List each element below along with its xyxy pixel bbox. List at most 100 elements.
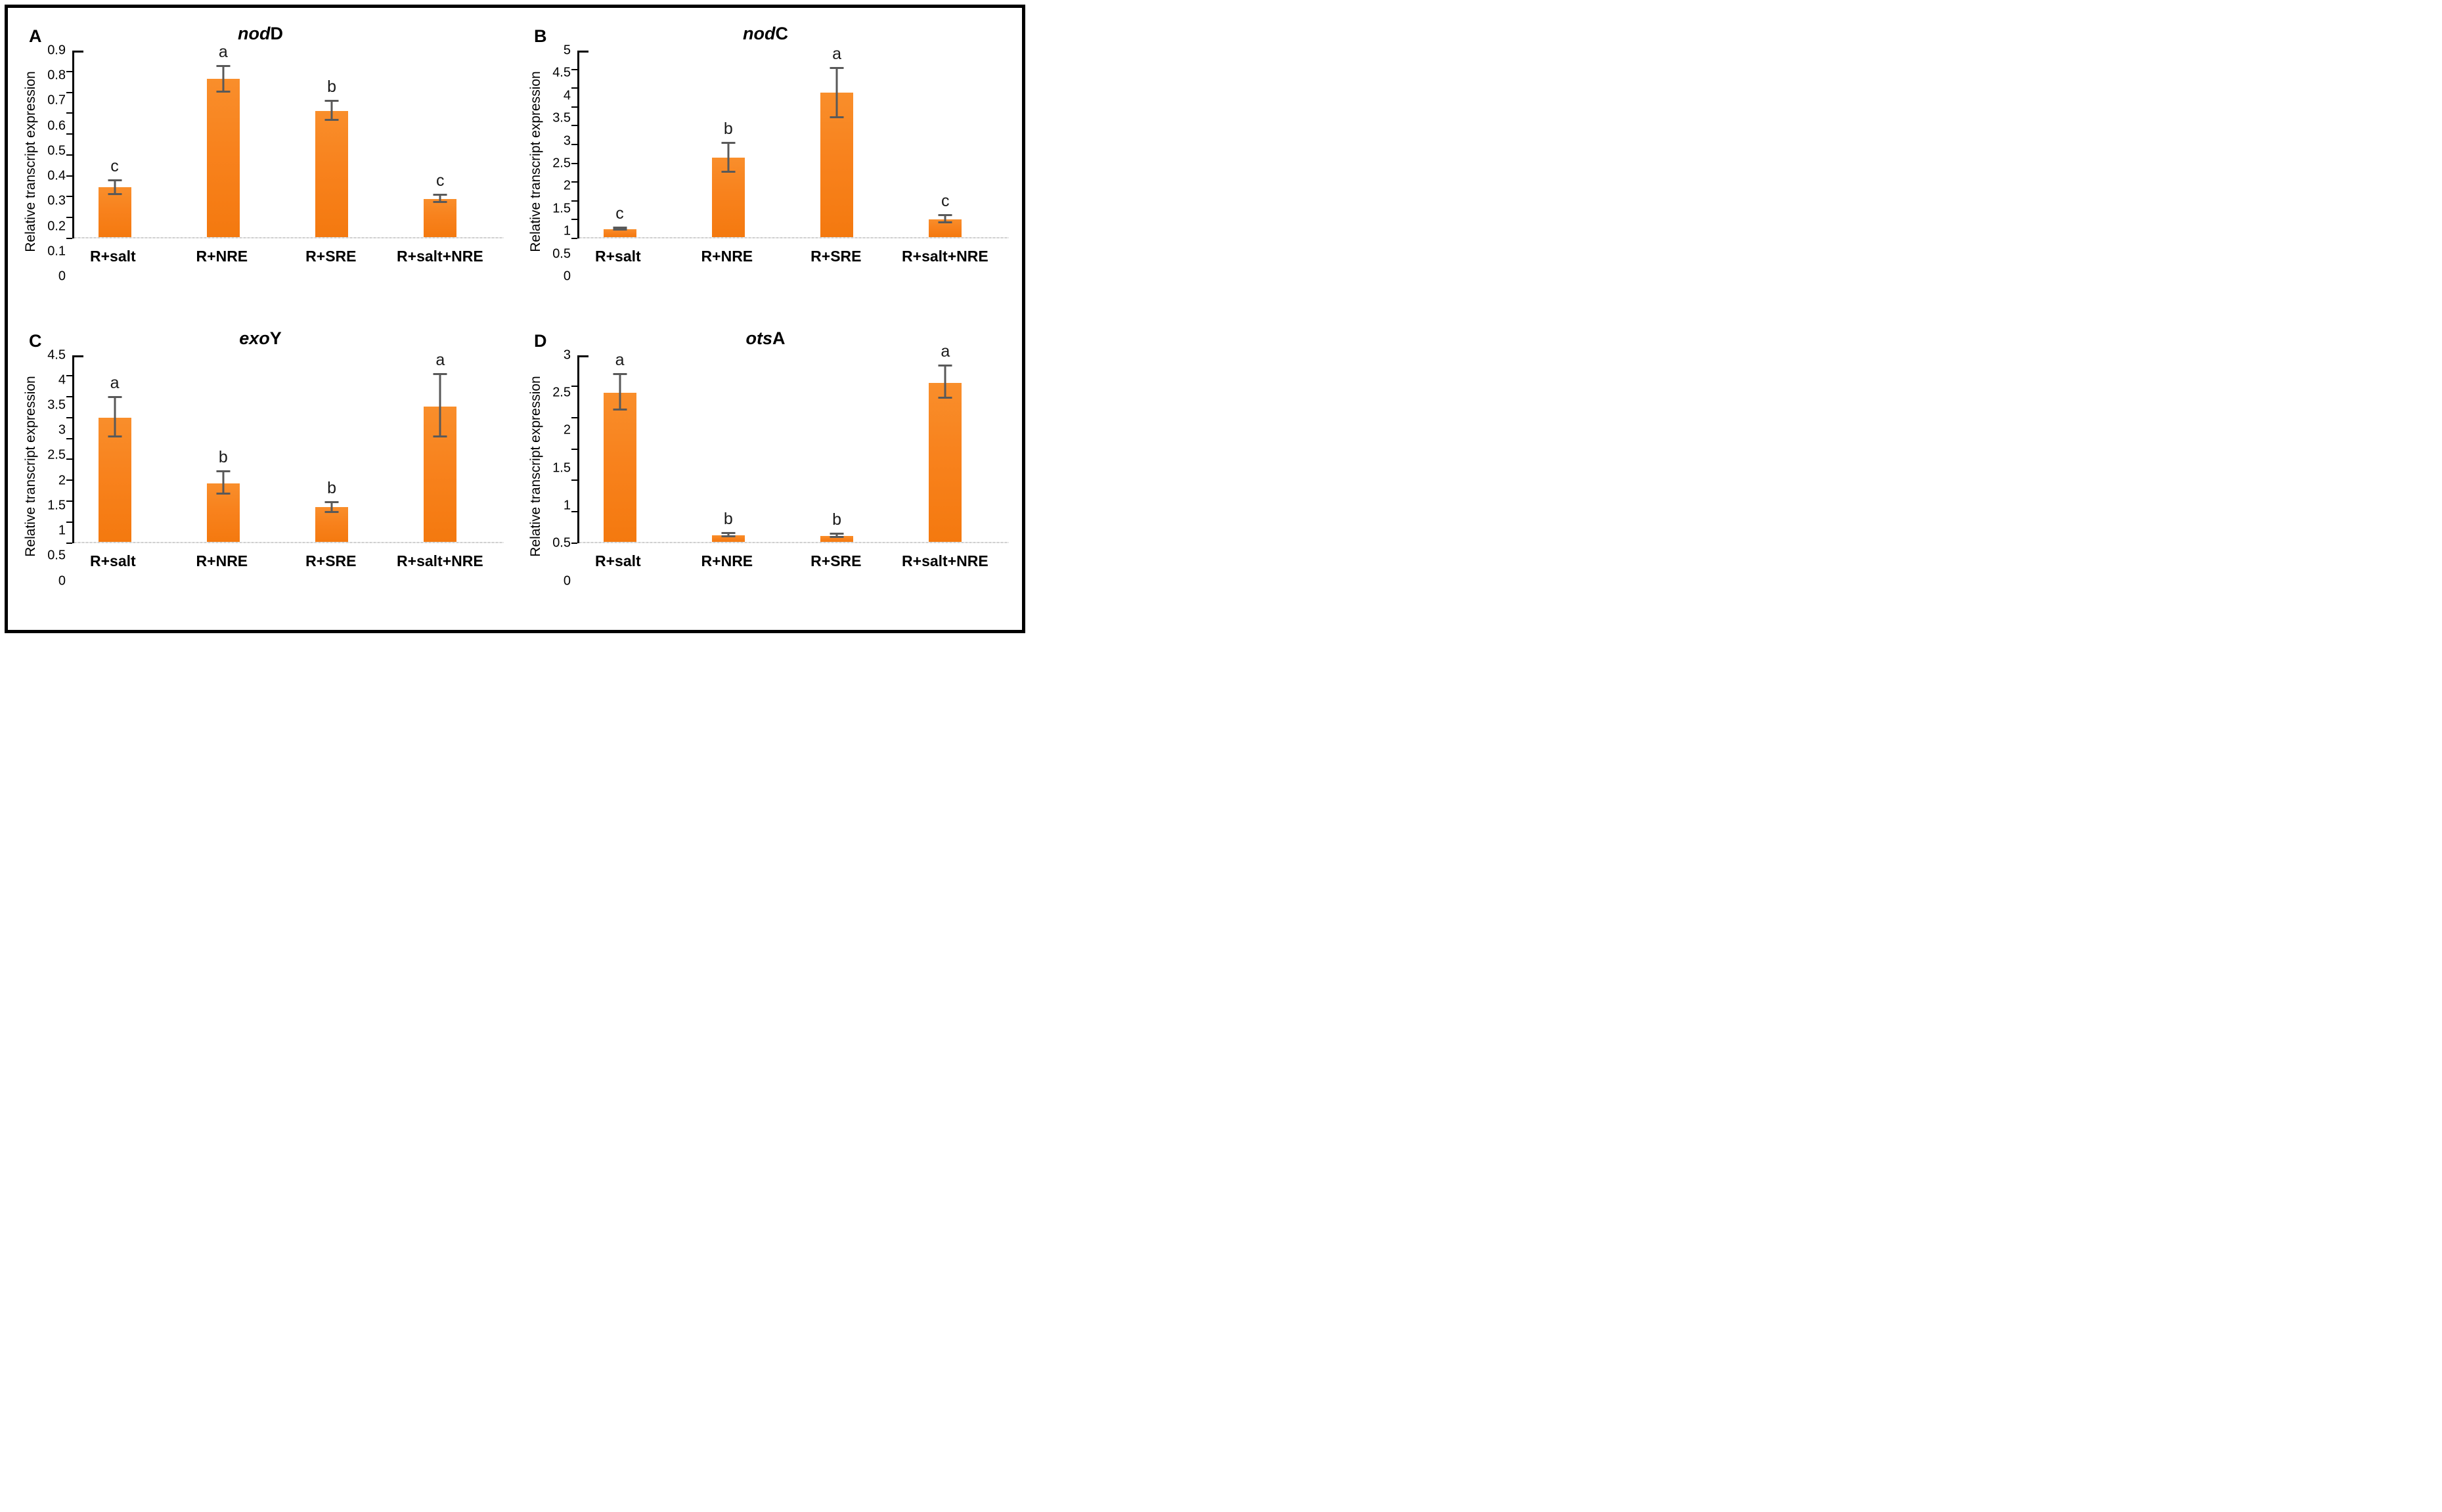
error-bar-cap-top <box>613 226 627 229</box>
error-bar-cap-bottom <box>216 492 231 495</box>
error-bar <box>835 534 838 537</box>
category-label: R+salt+NRE <box>397 248 483 265</box>
error-bar <box>944 365 946 398</box>
bar-R+salt <box>603 393 636 542</box>
x-axis-line <box>579 237 1009 238</box>
error-bar-cap-bottom <box>938 396 952 399</box>
sig-letter: a <box>615 350 625 369</box>
category-label: R+SRE <box>810 248 862 265</box>
y-tick-label: 1 <box>563 223 571 238</box>
bar-R+SRE <box>820 535 854 542</box>
sig-letter: b <box>723 119 733 138</box>
y-tick-mark <box>571 87 577 89</box>
y-tick-label: 2 <box>58 473 66 488</box>
y-tick-mark <box>571 448 577 450</box>
y-axis-title: Relative transcript expression <box>528 375 543 557</box>
error-bar <box>330 502 333 512</box>
bar-R+salt <box>98 187 131 237</box>
chart-title-d: otsA <box>526 328 1005 349</box>
y-tick-label: 4 <box>58 372 66 388</box>
chart-title-b: nodC <box>526 24 1005 44</box>
error-bar-cap-top <box>721 532 736 535</box>
y-tick-mark <box>571 200 577 202</box>
category-labels: R+salt R+NRE R+SRE R+salt+NRE <box>72 552 500 581</box>
sig-letter: b <box>218 448 228 467</box>
panel-letter-d: D <box>534 330 547 351</box>
category-label: R+NRE <box>701 552 753 569</box>
y-tick-mark <box>66 112 72 114</box>
y-tick-mark <box>66 375 72 377</box>
error-bar-cap-top <box>324 100 339 102</box>
bar-R+SRE <box>315 110 349 237</box>
bar-R+SRE <box>315 507 349 542</box>
chart-title-a-gene: nod <box>238 24 271 43</box>
error-bar <box>727 533 730 537</box>
y-tick-mark <box>571 106 577 108</box>
plot-column: a b b a R+salt R+NRE R+SRE R+salt+NRE <box>66 352 504 581</box>
y-tick-label: 1.5 <box>47 498 66 513</box>
category-label: R+salt+NRE <box>902 552 988 569</box>
y-tick-mark <box>571 479 577 481</box>
sig-letter: c <box>436 171 445 190</box>
panel-b: B nodC Relative transcript expression 5 4… <box>526 18 1009 322</box>
y-tick-mark <box>66 196 72 198</box>
error-bar-cap-bottom <box>830 116 844 118</box>
y-tick-label: 4 <box>563 88 571 103</box>
y-axis-ticks: 4.5 4 3.5 3 2.5 2 1.5 1 0.5 0 <box>41 347 72 588</box>
y-tick-label: 0.6 <box>47 118 66 133</box>
y-tick-label: 1.5 <box>552 201 571 216</box>
x-axis-line <box>74 237 504 238</box>
category-label: R+salt <box>595 248 641 265</box>
y-tick-label: 2.5 <box>552 385 571 400</box>
y-tick-mark <box>571 181 577 183</box>
y-axis-title: Relative transcript expression <box>23 375 38 557</box>
error-bar-cap-top <box>830 533 844 535</box>
category-label: R+salt+NRE <box>397 552 483 569</box>
axis-top-tick <box>577 51 588 53</box>
y-tick-label: 1 <box>58 523 66 538</box>
error-bar-cap-bottom <box>721 535 736 537</box>
y-tick-mark <box>571 542 577 544</box>
category-labels: R+salt R+NRE R+SRE R+salt+NRE <box>577 248 1005 277</box>
error-bar-cap-top <box>938 214 952 217</box>
error-bar <box>114 181 116 194</box>
plot-column: c b a c R+salt R+NRE R+SRE R+salt+NRE <box>571 46 1009 277</box>
error-bar <box>439 374 441 437</box>
category-label: R+salt <box>595 552 641 569</box>
y-tick-label: 0.4 <box>47 168 66 183</box>
y-tick-mark <box>66 500 72 502</box>
chart-title-c: exoY <box>21 328 500 349</box>
sig-letter: b <box>327 478 336 497</box>
y-tick-label: 2 <box>563 422 571 437</box>
y-tick-label: 0.2 <box>47 219 66 234</box>
y-tick-mark <box>571 510 577 512</box>
y-tick-mark <box>66 91 72 93</box>
chart-body: Relative transcript expression 3 2.5 2 1.5 1… <box>526 343 1009 588</box>
category-label: R+salt <box>90 552 136 569</box>
chart-body: Relative transcript expression 4.5 4 3.5 3 2… <box>21 347 504 588</box>
chart-title-b-suffix: C <box>775 24 788 43</box>
panel-letter-c: C <box>29 330 42 351</box>
bar-R+salt <box>98 418 131 542</box>
sig-letter: b <box>723 510 733 529</box>
y-tick-label: 3 <box>58 422 66 437</box>
y-tick-label: 0.3 <box>47 193 66 208</box>
panel-letter-a: A <box>29 26 42 46</box>
error-bar-cap-top <box>830 67 844 70</box>
y-tick-label: 4.5 <box>552 65 571 80</box>
y-tick-label: 1.5 <box>552 460 571 475</box>
x-axis-line <box>579 541 1009 543</box>
y-tick-mark <box>66 458 72 460</box>
y-axis-ticks: 0.9 0.8 0.7 0.6 0.5 0.4 0.3 0.2 0.1 0 <box>41 43 72 284</box>
y-tick-label: 1 <box>563 498 571 513</box>
category-label: R+NRE <box>196 248 248 265</box>
error-bar-cap-top <box>216 64 231 67</box>
y-tick-mark <box>571 68 577 70</box>
category-label: R+SRE <box>305 248 357 265</box>
sig-letter: a <box>110 373 120 392</box>
error-bar <box>222 66 225 93</box>
error-bar-cap-bottom <box>830 535 844 538</box>
chart-title-a-suffix: D <box>270 24 283 43</box>
y-tick-mark <box>66 479 72 481</box>
sig-letter: c <box>615 204 624 223</box>
